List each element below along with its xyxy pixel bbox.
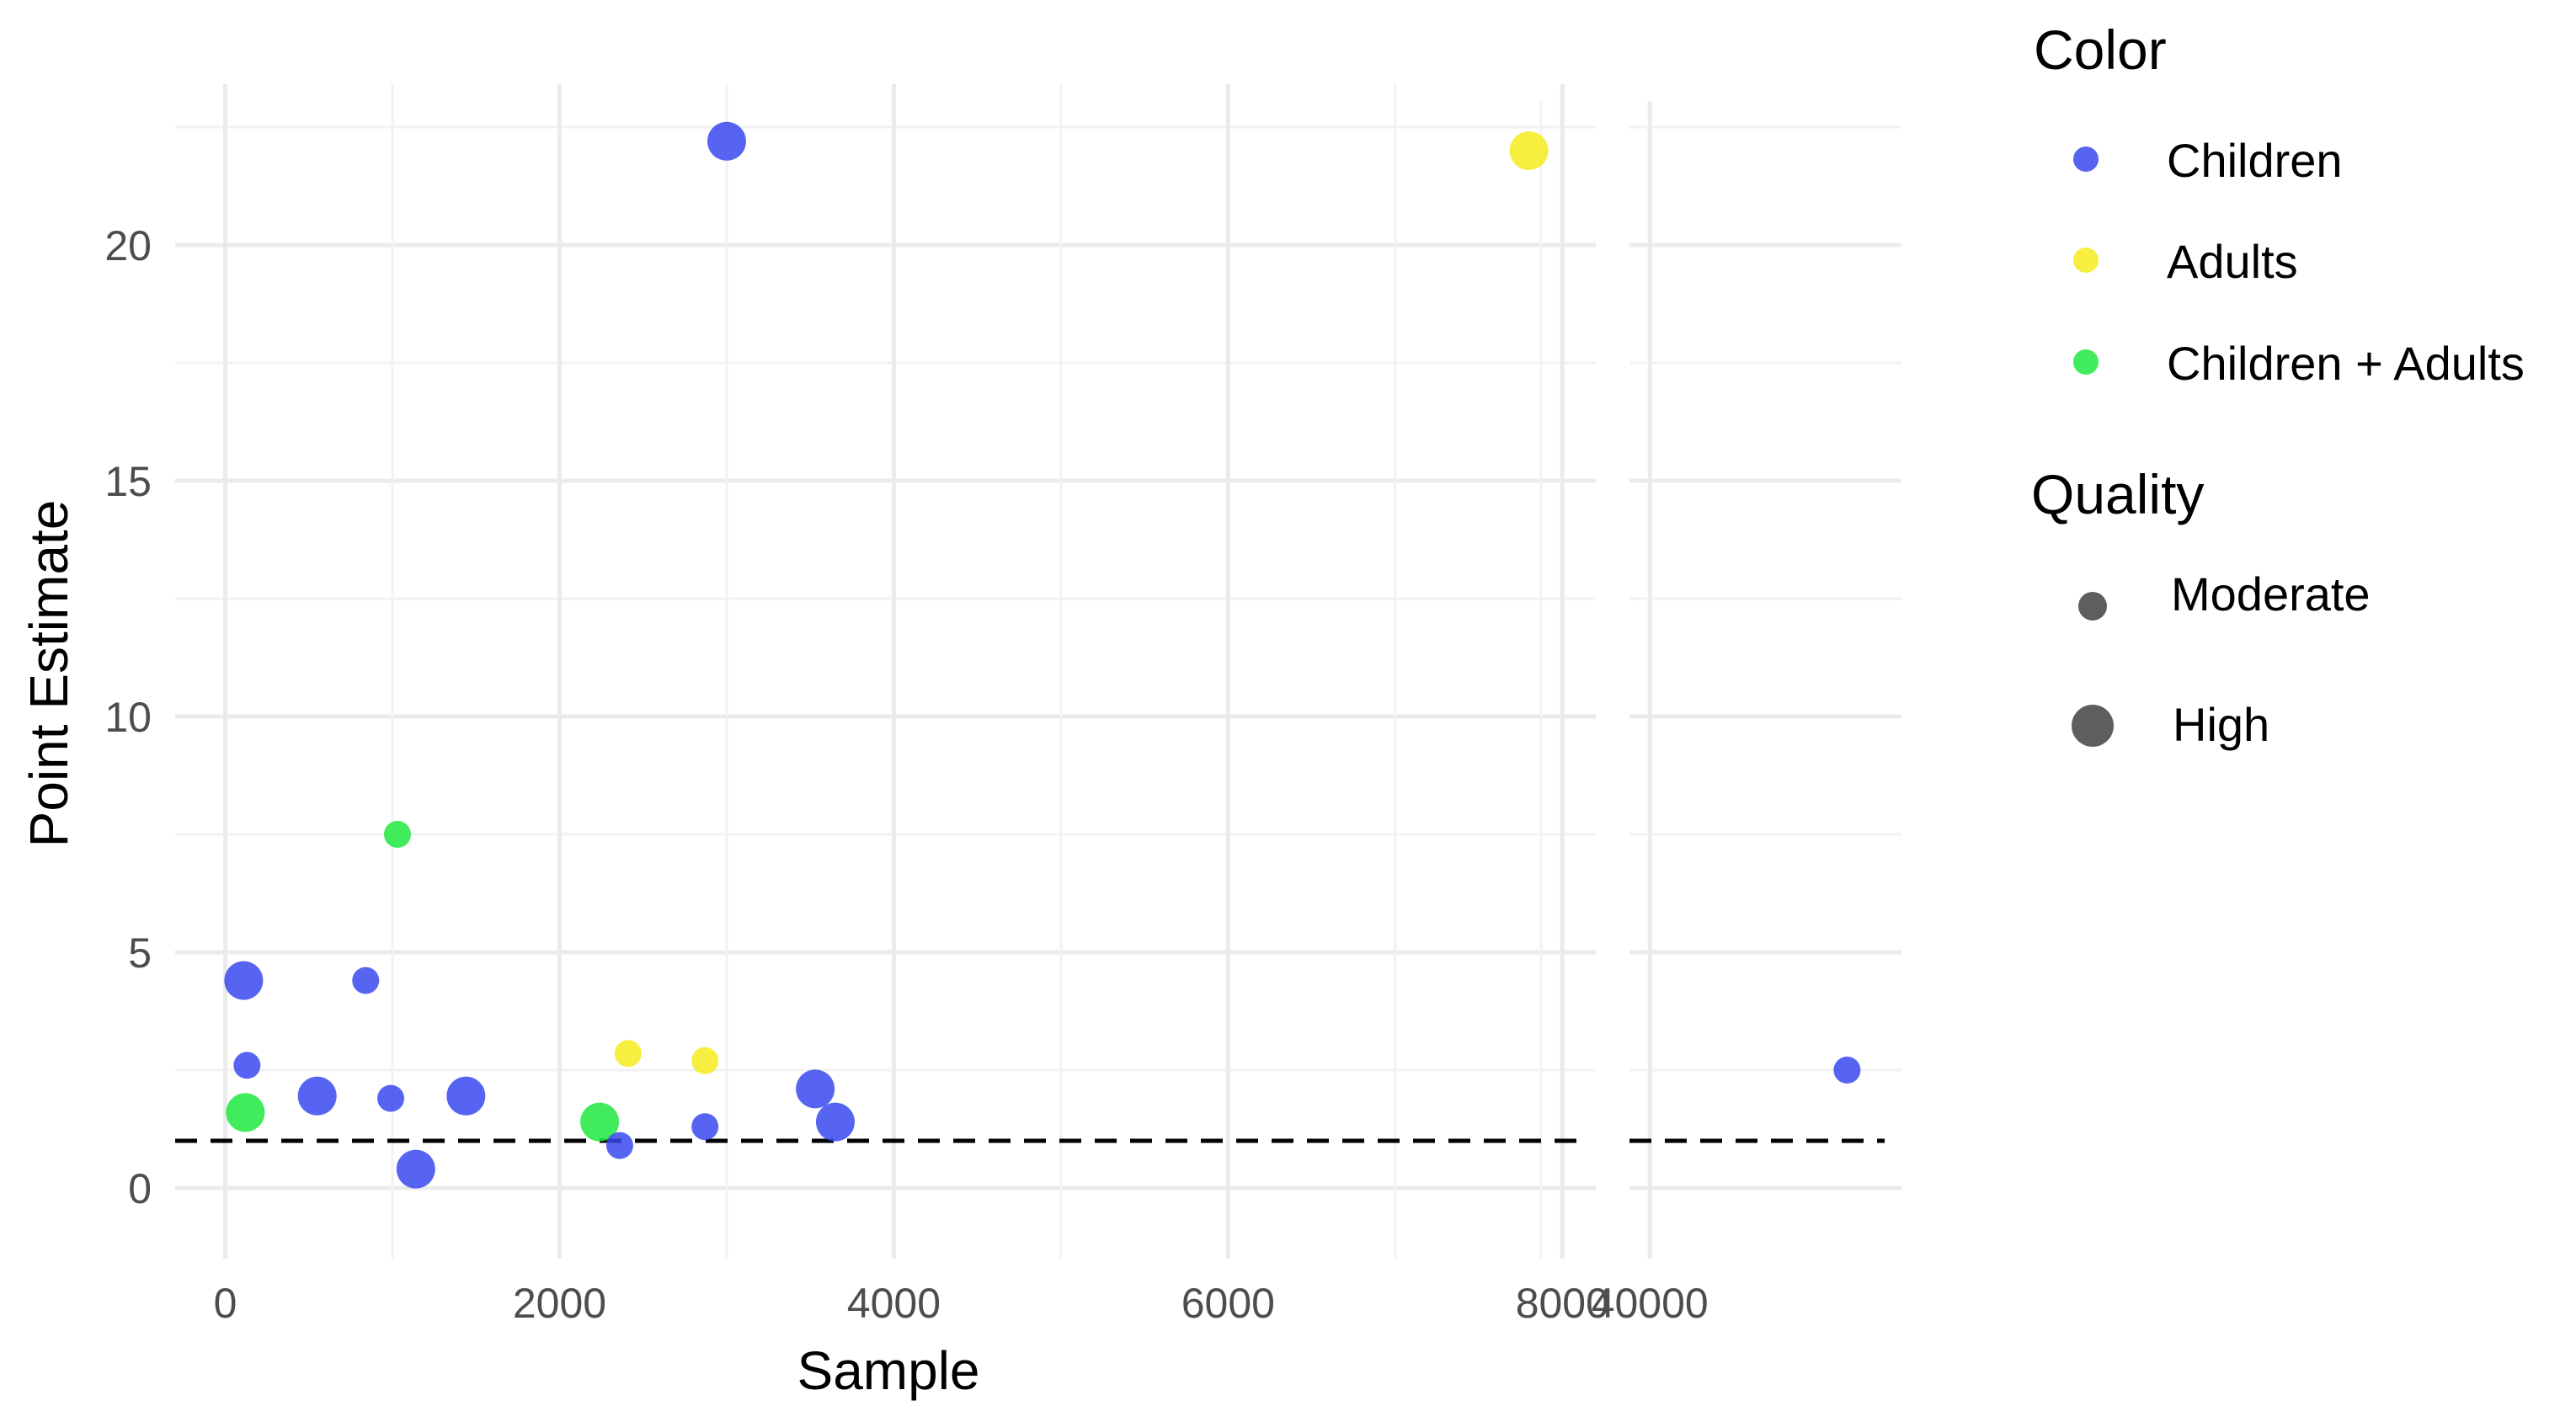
y-axis-title: Point Estimate [19, 500, 79, 848]
legend-adults-swatch [2073, 248, 2099, 273]
data-point [614, 1040, 642, 1068]
y-tick-label: 0 [128, 1165, 152, 1212]
data-point [396, 1149, 435, 1189]
grid-lines [175, 84, 1901, 1259]
data-point [446, 1076, 486, 1116]
y-tick-label: 15 [104, 458, 152, 505]
x-tick-label: 2000 [513, 1280, 606, 1327]
data-point [297, 1076, 337, 1116]
data-point [226, 1093, 265, 1132]
data-point [605, 1132, 633, 1159]
y-tick-label: 10 [104, 694, 152, 741]
x-tick-label: 0 [214, 1280, 237, 1327]
data-point [691, 1113, 719, 1141]
legend-children-label: Children [2167, 134, 2343, 187]
data-point [377, 1084, 405, 1112]
legend-children-adults-label: Children + Adults [2167, 337, 2525, 390]
data-point [352, 967, 380, 994]
x-tick-label: 4000 [847, 1280, 941, 1327]
x-tick-label: 40000 [1592, 1280, 1709, 1327]
data-point [796, 1069, 835, 1109]
x-tick-label: 8000 [1516, 1280, 1609, 1327]
data-points [224, 121, 1861, 1189]
data-point [1509, 131, 1549, 170]
legend-high-swatch [2072, 705, 2114, 747]
legend-children-swatch [2073, 146, 2099, 172]
legend-high-label: High [2173, 698, 2269, 751]
data-point [233, 1052, 261, 1079]
legend-moderate-swatch [2078, 592, 2107, 620]
data-point [1833, 1057, 1861, 1084]
y-tick-label: 5 [128, 929, 152, 977]
legend-children-adults-swatch [2073, 349, 2099, 375]
legend-quality-title: Quality [2031, 463, 2204, 525]
x-axis-title: Sample [797, 1340, 980, 1401]
data-point [224, 961, 264, 1000]
legend-moderate-label: Moderate [2171, 567, 2371, 620]
x-tick-label: 6000 [1181, 1280, 1275, 1327]
data-point [707, 121, 746, 161]
data-point [691, 1047, 719, 1074]
y-tick-label: 20 [104, 222, 152, 269]
legend-color-title: Color [2034, 19, 2167, 81]
legend-adults-label: Adults [2167, 235, 2298, 288]
data-point [580, 1102, 620, 1142]
legend: Color Children Adults Children + Adults … [2031, 19, 2525, 751]
data-point [815, 1102, 855, 1142]
data-point [383, 821, 411, 848]
